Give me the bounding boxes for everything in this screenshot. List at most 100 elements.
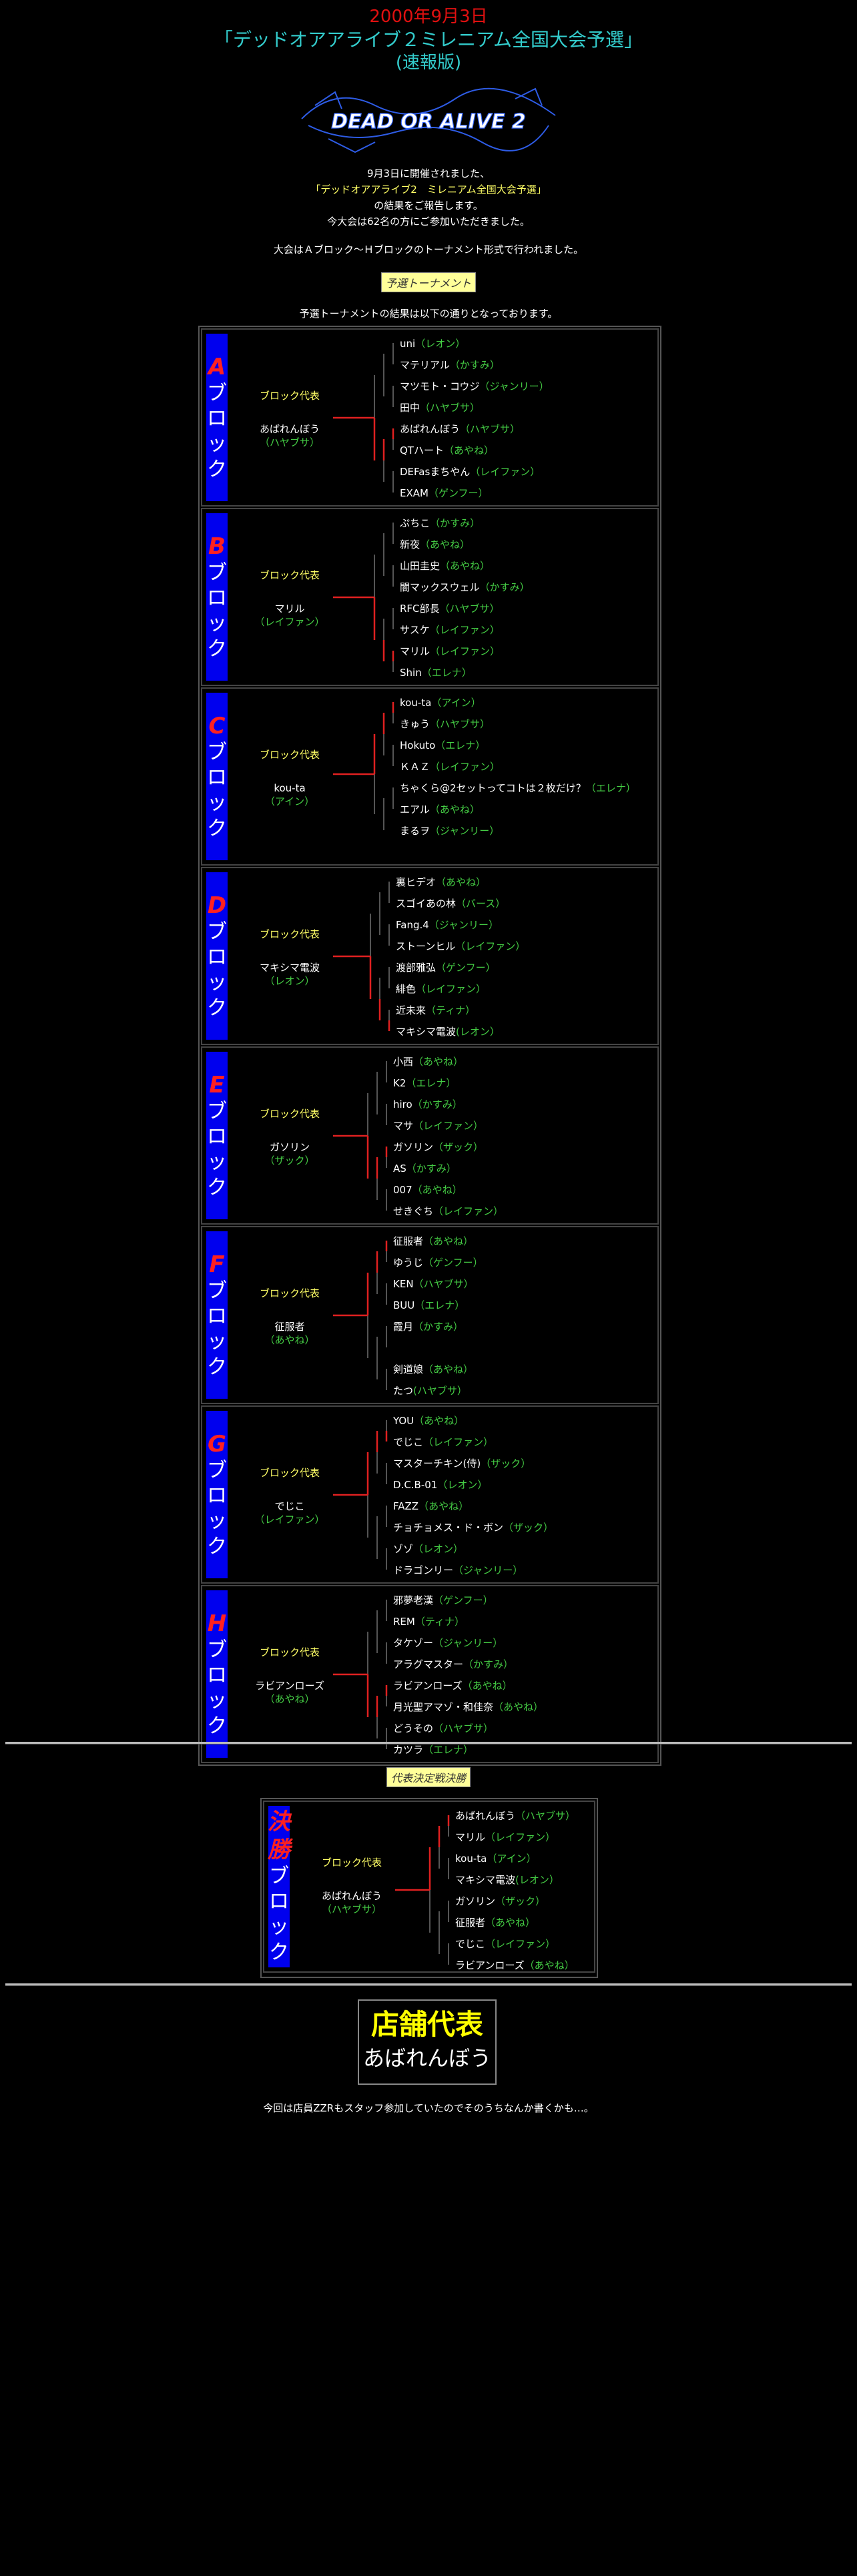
entry-player: ガソリン [393,1141,434,1153]
bracket-entry: AS（かすみ） [393,1161,457,1175]
entry-player: 邪夢老漢 [393,1594,434,1606]
bracket-entry: 新夜（あやね） [400,537,470,551]
rep-player: あばれんぼう [259,423,320,435]
final-tag: 代表決定戦決勝 [386,1767,471,1787]
entry-player: D.C.B-01 [393,1479,438,1491]
entry-player: タケゾー [393,1637,434,1649]
entry-character: （エレナ） [421,667,472,679]
entry-character: （ザック） [495,1895,546,1907]
bracket-entry: kou-ta（アイン） [400,695,481,709]
entry-player: マリル [455,1831,486,1843]
entry-character: （あやね） [440,560,491,572]
entry-player: 裏ヒデオ [396,876,437,888]
block-label-char: ッ [207,1688,227,1712]
bracket-entry: Shin（エレナ） [400,665,472,679]
intro-line-1: 9月3日に開催されました、 [366,168,491,180]
block-label-bar: 決勝ブロック [268,1806,290,1967]
entry-character: （ハヤブサ） [430,718,491,730]
block-letter: G [208,1430,226,1458]
intro-line-3: の結果をご報告します。 [374,200,483,212]
entry-character: （あやね） [462,1680,513,1692]
bracket-entry: K2（エレナ） [393,1076,456,1090]
bracket-entry: サスケ（レイファン） [400,623,500,637]
rep-character: （レオン） [264,975,315,987]
rep-name: ガソリン （ザック） [240,1141,340,1167]
bracket-entry: QTハート（あやね） [400,443,494,457]
block-d: D ブロックブロック代表 マキシマ電波 （レオン） 裏ヒデオ（あやね） スゴイあの林（バー… [201,867,659,1045]
bracket-entry: マスターチキン(侍)（ザック） [393,1456,531,1470]
bracket-entry: ぷちこ（かすみ） [400,516,480,530]
entry-player: QTハート [400,444,444,456]
entry-character: （あやね） [423,1363,474,1375]
bracket-entry: せきぐち（レイファン） [393,1204,503,1218]
rep-player: 征服者 [274,1321,305,1333]
entry-character: （ティナ） [414,1616,465,1628]
entry-character: （ハヤブサ） [515,1810,576,1822]
entry-player: サスケ [400,624,430,636]
bracket-entry: マテリアル（かすみ） [400,358,500,372]
entry-player: Shin [400,667,422,679]
entry-character: （かすみ） [449,359,500,371]
entry-player: 征服者 [393,1235,424,1247]
entry-character: （あやね） [420,539,471,551]
entry-player: きゅう [400,718,431,730]
entry-player: BUU [393,1299,415,1311]
entry-character: （アイン） [487,1853,537,1865]
rep-name: 征服者 （あやね） [240,1320,340,1347]
block-label-char: ブ [207,920,227,944]
entry-player: 闇マックスウェル [400,581,480,593]
entry-character: （ティナ） [426,1004,476,1016]
block-label-char: ク [207,1355,227,1379]
entry-character: （あやね） [429,803,480,816]
block-label-char: ロ [207,765,227,789]
entry-character: （かすみ） [430,517,481,529]
preliminary-brackets: A ブロックブロック代表 あばれんぼう （ハヤブサ） uni（レオン） マテリアル（かすみ… [198,326,661,1766]
bracket-entry: でじこ（レイファン） [455,1937,555,1951]
store-representative-box: 店舗代表 あばれんぼう [358,1999,497,2085]
rep-player: ガソリン [269,1141,310,1153]
bracket-lines [333,1241,388,1390]
block-label-char: ブ [207,1099,227,1123]
bracket-entry: マキシマ電波(レオン） [455,1873,559,1887]
bracket-entry: あばれんぼう（ハヤブサ） [455,1809,575,1823]
entry-character: （レイファン） [429,624,500,636]
rep-name: あばれんぼう （ハヤブサ） [302,1889,402,1916]
bracket-entry: ガソリン（ザック） [393,1140,483,1154]
intro-line-5: 大会はＡブロック～Ｈブロックのトーナメント形式で行われました。 [273,244,584,256]
entry-character: (レオン） [515,1874,559,1886]
entry-character: （レイファン） [430,645,501,657]
entry-player: 007 [393,1184,412,1196]
prelim-description: 予選トーナメントの結果は以下の通りとなっております。 [299,308,558,320]
entry-player: ガソリン [455,1895,496,1907]
entry-character: （レイファン） [416,983,487,995]
bracket-entry: マサ（レイファン） [393,1118,483,1133]
block-label-char: ッ [207,791,227,815]
block-letter: C [208,712,226,739]
entry-player: マテリアル [400,359,450,371]
rep-player: マキシマ電波 [259,962,320,974]
entry-character: （あやね） [485,1917,536,1929]
bracket-entry: REM（ティナ） [393,1614,465,1628]
block-letter: D [207,892,227,919]
bracket-lines [333,1600,388,1749]
block-final: 決勝ブロックブロック代表 あばれんぼう （ハヤブサ） あばれんぼう（ハヤブサ） マリル（… [263,1801,595,1973]
bracket-entry: マキシマ電波(レオン） [396,1024,500,1038]
entry-character: （エレナ） [435,739,486,751]
block-label-char: ロ [207,406,227,430]
entry-player: 剣道娘 [393,1363,424,1375]
entry-character: （レイファン） [433,1205,504,1217]
final-label-char: 決 [268,1809,290,1835]
bracket-entry: RFC部長（ハヤブサ） [400,601,500,615]
entry-player: YOU [393,1415,414,1427]
bracket-entry: FAZZ（あやね） [393,1499,469,1513]
block-representative: ブロック代表 kou-ta （アイン） [240,747,340,808]
block-label-char: ッ [207,432,227,456]
block-label-char: ク [269,1941,289,1964]
entry-player: でじこ [455,1938,486,1950]
block-c: C ブロックブロック代表 kou-ta （アイン） kou-ta（アイン） きゅう（ハヤブ… [201,687,659,866]
entry-character: （あやね） [413,1056,464,1068]
bracket-entry: 剣道娘（あやね） [393,1362,473,1376]
entry-player: スゴイあの林 [396,898,457,910]
